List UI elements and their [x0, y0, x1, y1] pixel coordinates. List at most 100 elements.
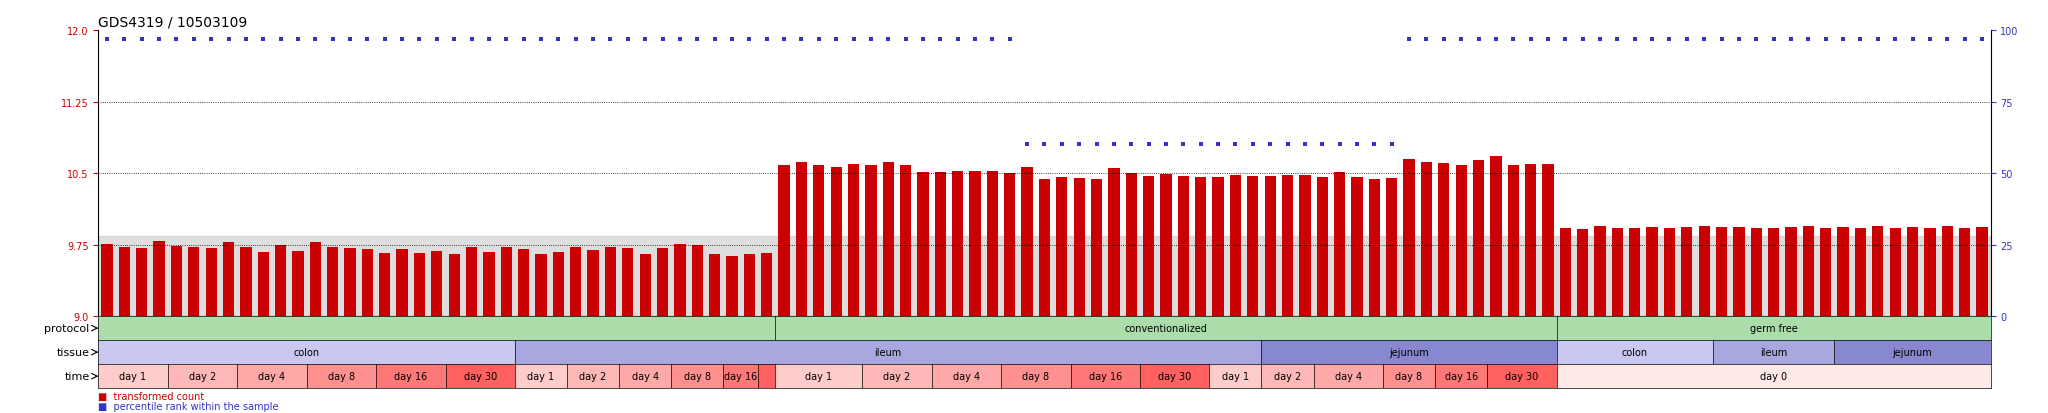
- Point: [1741, 36, 1774, 43]
- Text: colon: colon: [293, 347, 319, 357]
- Point: [1688, 36, 1720, 43]
- Point: [1393, 36, 1425, 43]
- Text: germ free: germ free: [1749, 323, 1798, 333]
- Bar: [328, 247, 338, 316]
- Text: day 8: day 8: [328, 371, 354, 381]
- Text: day 1: day 1: [119, 371, 147, 381]
- Bar: [1960, 229, 1970, 316]
- Point: [369, 36, 401, 43]
- Bar: [344, 249, 356, 316]
- Point: [489, 36, 522, 43]
- Point: [819, 36, 852, 43]
- Bar: [1313, 364, 1382, 388]
- Bar: [1421, 162, 1432, 316]
- Bar: [446, 364, 514, 388]
- Point: [889, 36, 922, 43]
- Bar: [743, 254, 756, 316]
- Text: day 30: day 30: [463, 371, 498, 381]
- Point: [1184, 142, 1217, 148]
- Point: [334, 36, 367, 43]
- Bar: [618, 364, 672, 388]
- Point: [1532, 36, 1565, 43]
- Point: [1323, 142, 1356, 148]
- Bar: [1247, 176, 1257, 316]
- Point: [1358, 142, 1391, 148]
- Point: [1114, 142, 1147, 148]
- Point: [1376, 142, 1409, 148]
- Point: [942, 36, 975, 43]
- Bar: [518, 250, 528, 316]
- Bar: [553, 253, 563, 316]
- Point: [1827, 36, 1860, 43]
- Point: [1427, 36, 1460, 43]
- Bar: [170, 246, 182, 316]
- Bar: [309, 242, 322, 316]
- Text: day 8: day 8: [1395, 371, 1423, 381]
- Bar: [952, 172, 963, 316]
- Point: [612, 36, 645, 43]
- Point: [1636, 36, 1669, 43]
- Text: day 2: day 2: [883, 371, 911, 381]
- Bar: [758, 364, 776, 388]
- Point: [1288, 142, 1321, 148]
- Bar: [1073, 178, 1085, 316]
- Text: ileum: ileum: [1759, 347, 1788, 357]
- Point: [1253, 142, 1286, 148]
- Bar: [1976, 228, 1989, 316]
- Bar: [188, 247, 199, 316]
- Text: ■  percentile rank within the sample: ■ percentile rank within the sample: [98, 401, 279, 411]
- Bar: [1403, 159, 1415, 316]
- Bar: [1890, 229, 1901, 316]
- Bar: [1126, 173, 1137, 316]
- Bar: [1507, 166, 1520, 316]
- Text: day 4: day 4: [631, 371, 659, 381]
- Bar: [1526, 164, 1536, 316]
- Point: [924, 36, 956, 43]
- Text: day 2: day 2: [188, 371, 217, 381]
- Bar: [432, 252, 442, 316]
- Point: [1079, 142, 1112, 148]
- Bar: [657, 249, 668, 316]
- Bar: [934, 173, 946, 316]
- Point: [1671, 36, 1704, 43]
- Bar: [623, 249, 633, 316]
- Bar: [727, 256, 737, 316]
- Bar: [987, 172, 997, 316]
- Bar: [1210, 364, 1262, 388]
- Point: [1706, 36, 1739, 43]
- Point: [455, 36, 487, 43]
- Bar: [848, 164, 860, 316]
- Bar: [1698, 227, 1710, 316]
- Bar: [1141, 364, 1210, 388]
- Bar: [639, 254, 651, 316]
- Bar: [776, 316, 1556, 340]
- Bar: [98, 364, 168, 388]
- Text: jejunum: jejunum: [1892, 347, 1933, 357]
- Point: [559, 36, 592, 43]
- Point: [438, 36, 471, 43]
- Text: ■  transformed count: ■ transformed count: [98, 391, 205, 401]
- Point: [1896, 36, 1929, 43]
- Point: [1878, 36, 1911, 43]
- Bar: [797, 162, 807, 316]
- Bar: [1092, 179, 1102, 316]
- Point: [1808, 36, 1841, 43]
- Text: day 2: day 2: [580, 371, 606, 381]
- Bar: [567, 364, 618, 388]
- Bar: [377, 364, 446, 388]
- Point: [90, 36, 123, 43]
- Point: [350, 36, 383, 43]
- Point: [264, 36, 297, 43]
- Point: [715, 36, 748, 43]
- Bar: [1716, 228, 1726, 316]
- Bar: [168, 364, 238, 388]
- Bar: [119, 247, 129, 316]
- Bar: [1681, 228, 1692, 316]
- Bar: [1143, 176, 1155, 316]
- Text: day 30: day 30: [1157, 371, 1192, 381]
- Bar: [1925, 229, 1935, 316]
- Point: [543, 36, 575, 43]
- Point: [1583, 36, 1616, 43]
- Point: [803, 36, 836, 43]
- Bar: [535, 254, 547, 316]
